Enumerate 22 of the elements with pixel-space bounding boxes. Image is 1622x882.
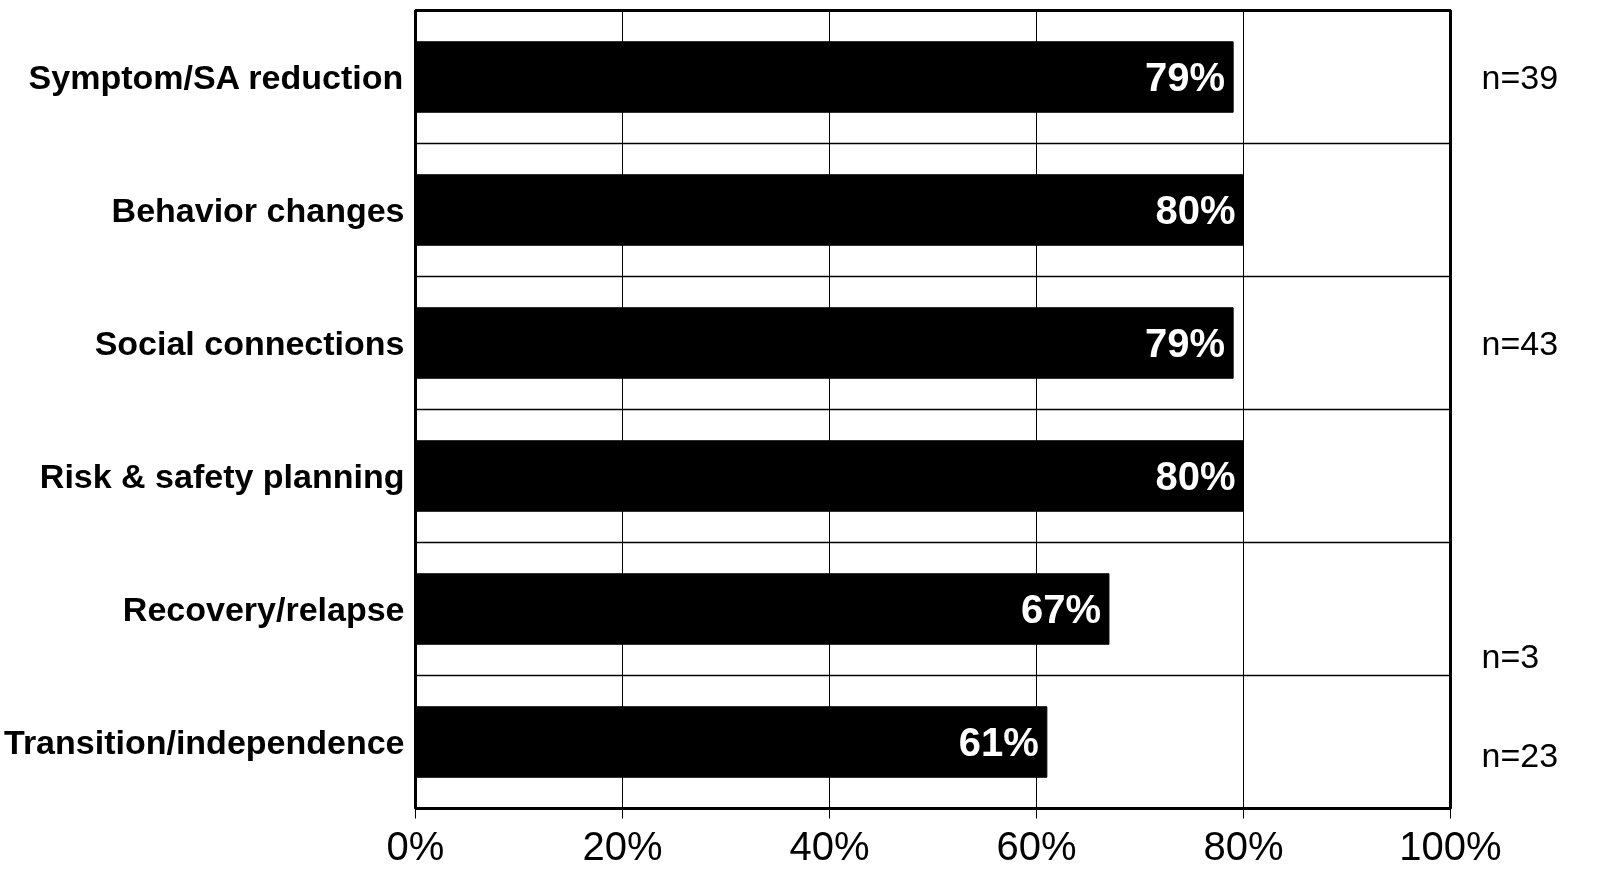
text: n=3 <box>1481 636 1540 675</box>
data-label: 79% <box>1145 321 1226 365</box>
y-tick-label: Transition/independence <box>3 723 405 761</box>
y-tick-label: Behavior changes <box>111 191 405 229</box>
data-label: 79% <box>1145 55 1226 99</box>
y-tick-label: Symptom/SA reduction <box>28 58 404 96</box>
x-tick-label: 100% <box>1399 823 1502 868</box>
x-tick-label: 40% <box>789 823 870 868</box>
y-tick-label: Risk & safety planning <box>39 457 405 495</box>
x-tick-label: 0% <box>386 823 445 868</box>
data-label: 80% <box>1155 454 1236 498</box>
x-tick-label: 80% <box>1203 823 1284 868</box>
data-label: 67% <box>1020 587 1101 631</box>
y-tick-label: Recovery/relapse <box>122 590 405 628</box>
x-tick-label: 20% <box>582 823 663 868</box>
text: n=39 <box>1481 58 1559 96</box>
data-label: 61% <box>958 720 1039 764</box>
x-tick-label: 60% <box>996 823 1077 868</box>
data-label: 80% <box>1155 188 1236 232</box>
text: n=43 <box>1481 324 1559 362</box>
text: n=23 <box>1481 736 1559 775</box>
y-tick-label: Social connections <box>94 324 405 362</box>
